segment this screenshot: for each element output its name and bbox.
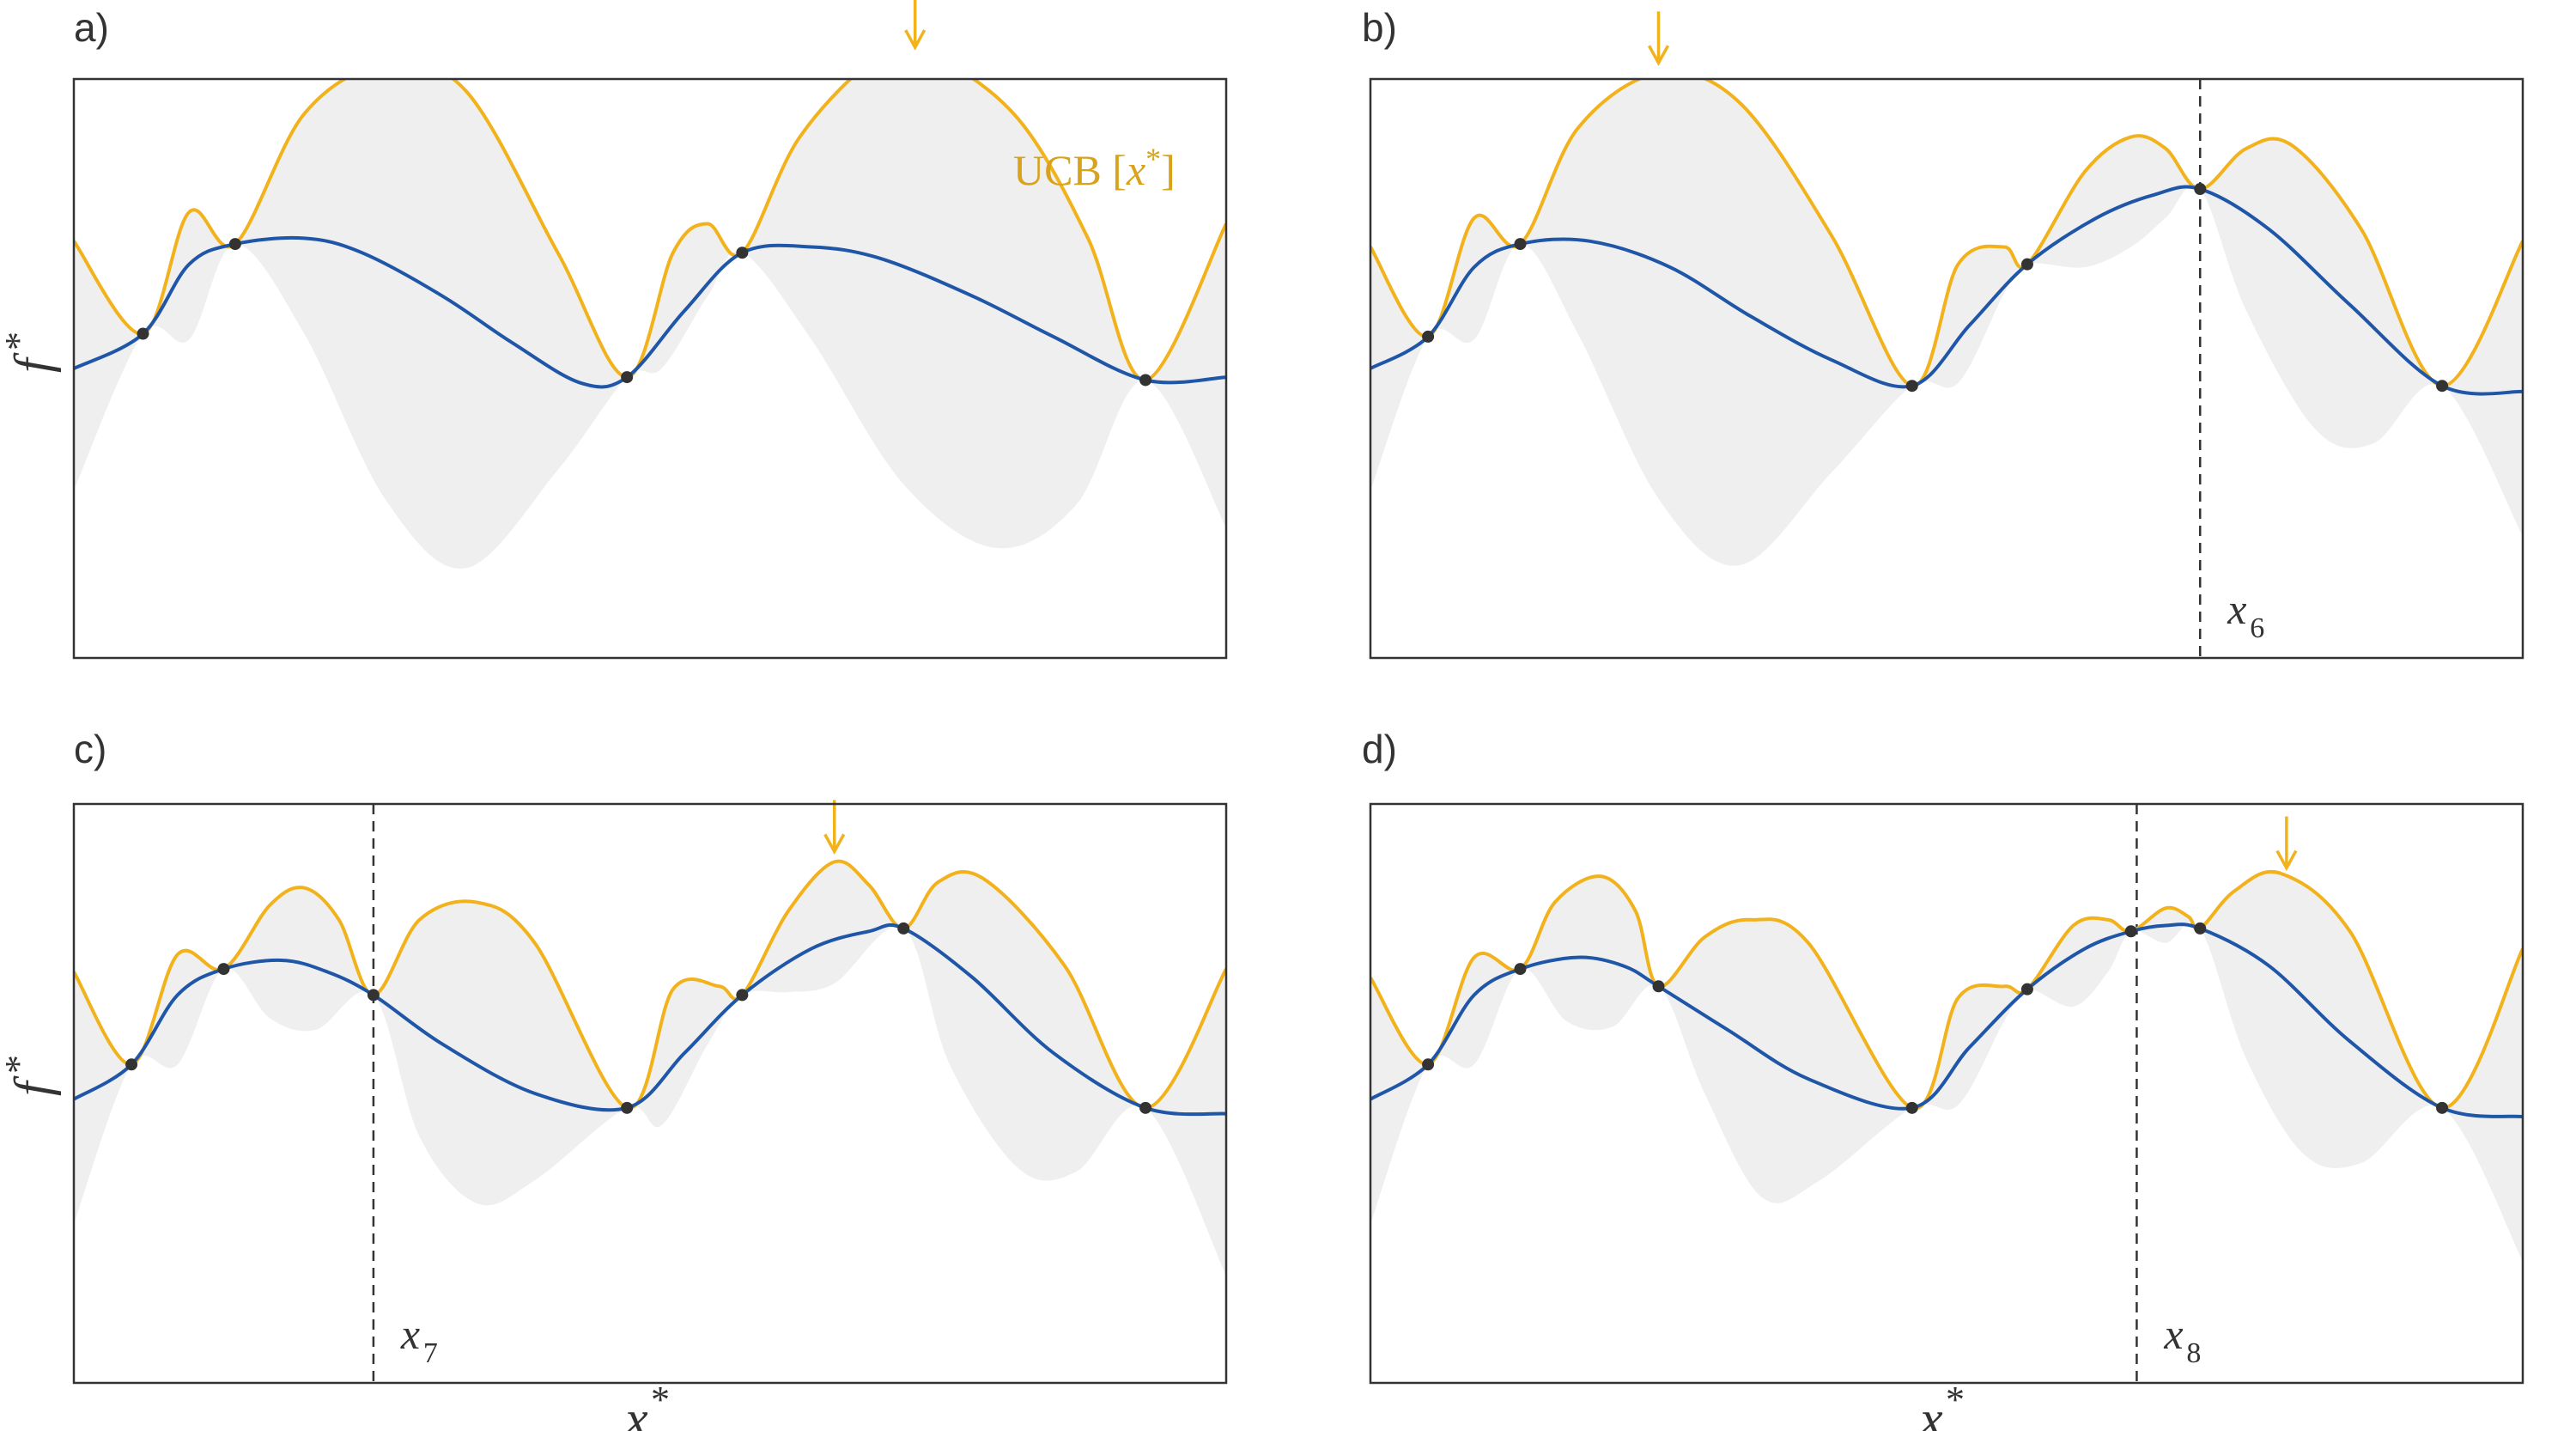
ucb-legend: UCB [x*]: [1013, 142, 1176, 194]
plot-area-c: [74, 804, 1226, 1383]
new-point-label-d: x: [2163, 1310, 2183, 1358]
observation-point-a-2: [228, 238, 241, 251]
observation-point-c-7: [1139, 1101, 1152, 1114]
y-axis-label-top-main: f: [4, 352, 61, 373]
y-axis-label-bottom: f *: [0, 1055, 61, 1096]
observation-point-c-5: [736, 989, 749, 1002]
x-axis-label-left: x *: [624, 1379, 670, 1431]
observation-point-c-1: [125, 1058, 138, 1071]
confidence-band-b: [1370, 79, 2523, 566]
x-axis-label-left-sup: *: [651, 1379, 670, 1421]
ucb-legend-close: ]: [1161, 146, 1176, 194]
observation-point-d-5: [2020, 983, 2033, 996]
confidence-band-c: [74, 861, 1226, 1276]
observation-point-a-1: [137, 327, 149, 340]
observation-point-b-6: [2436, 380, 2449, 393]
new-point-sub-d: 8: [2186, 1337, 2201, 1369]
observation-point-a-4: [736, 247, 749, 259]
observation-point-d-2: [1514, 963, 1527, 976]
y-axis-label-bottom-main: f: [4, 1075, 61, 1096]
observation-point-b-3: [1905, 380, 1918, 393]
panel-a: [72, 0, 1228, 660]
x-axis-label-right-main: x: [1919, 1391, 1943, 1431]
ucb-max-arrow-d: [2275, 816, 2298, 872]
ucb-max-arrow-a: [904, 0, 927, 51]
y-axis-label-top: f *: [0, 332, 61, 373]
y-axis-label-top-sup: *: [0, 332, 39, 350]
observation-point-b-4: [2020, 258, 2033, 271]
observation-point-b-1: [1422, 330, 1435, 343]
plot-area-a: [74, 79, 1226, 569]
mean-line-c: [74, 923, 1226, 1117]
new-point-label-b: x: [2227, 585, 2246, 633]
ucb-line-d: [1370, 870, 2523, 1111]
mean-line-d: [1370, 923, 2523, 1118]
observation-point-b-2: [1514, 238, 1527, 251]
ucb-line-c: [74, 859, 1226, 1110]
panel-frame-a: [72, 77, 1228, 660]
panel-label-d: d): [1362, 727, 1397, 771]
x-axis-label-right-sup: *: [1946, 1379, 1965, 1421]
observation-point-d-3: [1652, 980, 1665, 993]
new-point-sub-c: 7: [423, 1337, 438, 1369]
confidence-band-d: [1370, 871, 2523, 1262]
ucb-legend-sup: *: [1145, 142, 1161, 176]
panel-frame-c: [72, 802, 1228, 1385]
ucb-line-b: [1370, 79, 2523, 388]
observation-point-d-7: [2194, 922, 2207, 935]
ucb-max-arrow-b: [1647, 11, 1670, 66]
plot-area-d: [1370, 804, 2523, 1383]
panel-frame-d: [1369, 802, 2524, 1385]
observation-point-c-6: [897, 922, 910, 935]
x-axis-label-right: x *: [1919, 1379, 1965, 1431]
observation-point-d-8: [2436, 1101, 2449, 1114]
panel-label-b: b): [1362, 5, 1397, 50]
observation-point-d-6: [2124, 925, 2137, 938]
observation-point-c-3: [367, 989, 380, 1002]
observation-point-a-5: [1139, 374, 1152, 387]
x-axis-label-left-main: x: [624, 1391, 648, 1431]
confidence-band-a: [74, 79, 1226, 569]
new-point-sub-b: 6: [2250, 612, 2264, 644]
observation-point-c-2: [217, 963, 230, 976]
panel-frame-b: [1369, 77, 2524, 660]
new-point-label-c: x: [400, 1310, 420, 1358]
observation-point-d-1: [1422, 1058, 1435, 1071]
observation-point-a-3: [621, 371, 634, 384]
ucb-legend-main: UCB [: [1013, 146, 1127, 194]
plot-area-b: [1370, 79, 2523, 658]
ucb-max-arrow-c: [823, 800, 846, 856]
ucb-legend-italic: x: [1126, 146, 1145, 194]
observation-point-b-5: [2194, 183, 2207, 196]
observation-point-c-4: [621, 1101, 634, 1114]
y-axis-label-bottom-sup: *: [0, 1055, 39, 1074]
panel-label-a: a): [74, 5, 109, 50]
panel-label-c: c): [74, 727, 106, 771]
observation-point-d-4: [1905, 1101, 1918, 1114]
